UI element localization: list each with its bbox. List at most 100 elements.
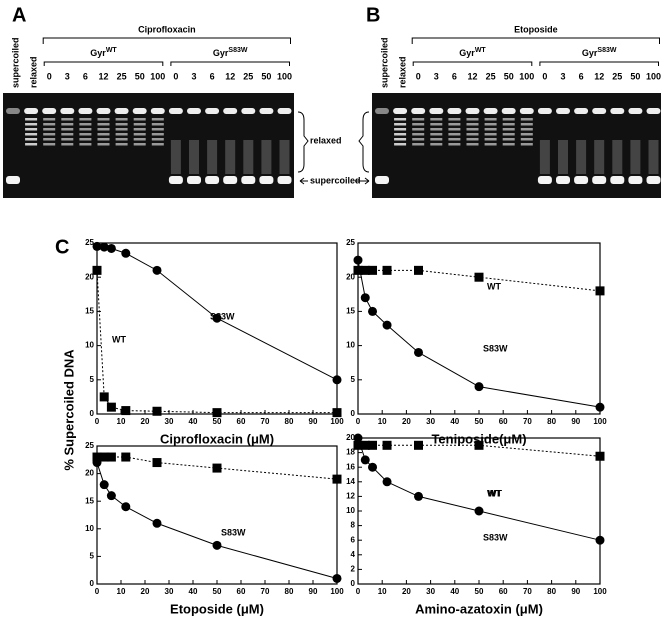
conc-label: 100	[519, 71, 534, 81]
band	[6, 176, 20, 184]
marker	[152, 518, 162, 528]
marker	[595, 402, 605, 412]
x-axis-label: Amino-azatoxin (μM)	[415, 601, 543, 616]
y-axis-label: % Supercoiled DNA	[61, 349, 76, 471]
smear	[225, 140, 236, 174]
marker	[360, 455, 370, 465]
band	[502, 128, 515, 131]
band	[502, 143, 515, 146]
conc-label: 25	[612, 71, 622, 81]
band	[556, 108, 570, 114]
band	[411, 108, 426, 114]
band	[115, 133, 128, 136]
marker	[368, 440, 378, 450]
conc-label: 6	[83, 71, 88, 81]
group-sup: S83W	[228, 47, 247, 54]
band	[79, 123, 92, 126]
y-tick-label: 0	[351, 579, 356, 588]
relaxed-bracket	[297, 111, 309, 173]
band	[412, 123, 425, 126]
band	[465, 108, 480, 114]
band	[97, 118, 110, 121]
band	[393, 108, 408, 114]
conc-label: 25	[486, 71, 496, 81]
conc-label: 3	[434, 71, 439, 81]
x-tick-label: 10	[117, 417, 126, 426]
group-label: GyrWT	[90, 47, 117, 59]
group-label: GyrS83W	[582, 47, 617, 59]
band	[519, 108, 534, 114]
conc-label: 100	[277, 71, 292, 81]
x-tick-label: 50	[213, 587, 222, 596]
band	[97, 123, 110, 126]
group-bracket	[412, 61, 533, 66]
bracket-label: relaxed	[310, 135, 342, 145]
x-tick-label: 20	[141, 587, 150, 596]
smear	[207, 140, 218, 174]
marker	[212, 313, 222, 323]
smear	[539, 140, 550, 174]
band	[592, 176, 607, 184]
y-tick-label: 25	[85, 238, 94, 247]
group-sup: WT	[475, 47, 487, 54]
marker	[152, 265, 162, 275]
y-tick-label: 0	[351, 409, 356, 418]
marker	[332, 408, 342, 418]
marker	[353, 265, 363, 275]
conc-label: 50	[261, 71, 271, 81]
band	[115, 143, 128, 146]
band	[447, 108, 462, 114]
band	[430, 133, 443, 136]
band	[448, 138, 461, 141]
x-tick-label: 10	[378, 417, 387, 426]
conc-label: 50	[135, 71, 145, 81]
conc-label: 6	[210, 71, 215, 81]
band	[430, 143, 443, 146]
band	[429, 108, 444, 114]
band	[205, 108, 220, 114]
marker	[414, 491, 423, 501]
y-tick-label: 10	[85, 341, 94, 350]
band	[277, 176, 292, 184]
conc-label: 12	[467, 71, 477, 81]
band	[520, 123, 533, 126]
band	[97, 128, 110, 131]
drug-bracket	[42, 37, 291, 44]
band	[537, 176, 552, 184]
marker	[595, 286, 605, 296]
drug-label: Etoposide	[514, 24, 558, 34]
series-label: S83W	[483, 532, 508, 542]
band	[520, 133, 533, 136]
x-tick-label: 0	[95, 417, 100, 426]
band	[484, 118, 497, 121]
y-tick-label: 0	[90, 579, 95, 588]
conc-label: 25	[243, 71, 253, 81]
drug-bracket	[411, 37, 660, 44]
band	[412, 133, 425, 136]
band	[61, 133, 74, 136]
marker	[474, 440, 484, 450]
band	[412, 143, 425, 146]
marker	[332, 474, 342, 484]
band	[151, 128, 164, 131]
y-tick-label: 2	[351, 565, 356, 574]
band	[43, 133, 56, 136]
band	[556, 176, 570, 184]
marker	[92, 265, 102, 275]
x-tick-label: 40	[189, 417, 198, 426]
band	[133, 128, 146, 131]
band	[133, 118, 146, 121]
conc-label: 6	[579, 71, 584, 81]
x-tick-label: 30	[165, 417, 174, 426]
marker	[382, 477, 392, 487]
band	[483, 108, 498, 114]
band	[448, 123, 461, 126]
conc-label: 50	[504, 71, 514, 81]
band	[187, 108, 201, 114]
band	[205, 176, 220, 184]
smear	[594, 140, 605, 174]
conc-label: 100	[150, 71, 165, 81]
band	[25, 133, 38, 136]
marker	[360, 293, 370, 303]
